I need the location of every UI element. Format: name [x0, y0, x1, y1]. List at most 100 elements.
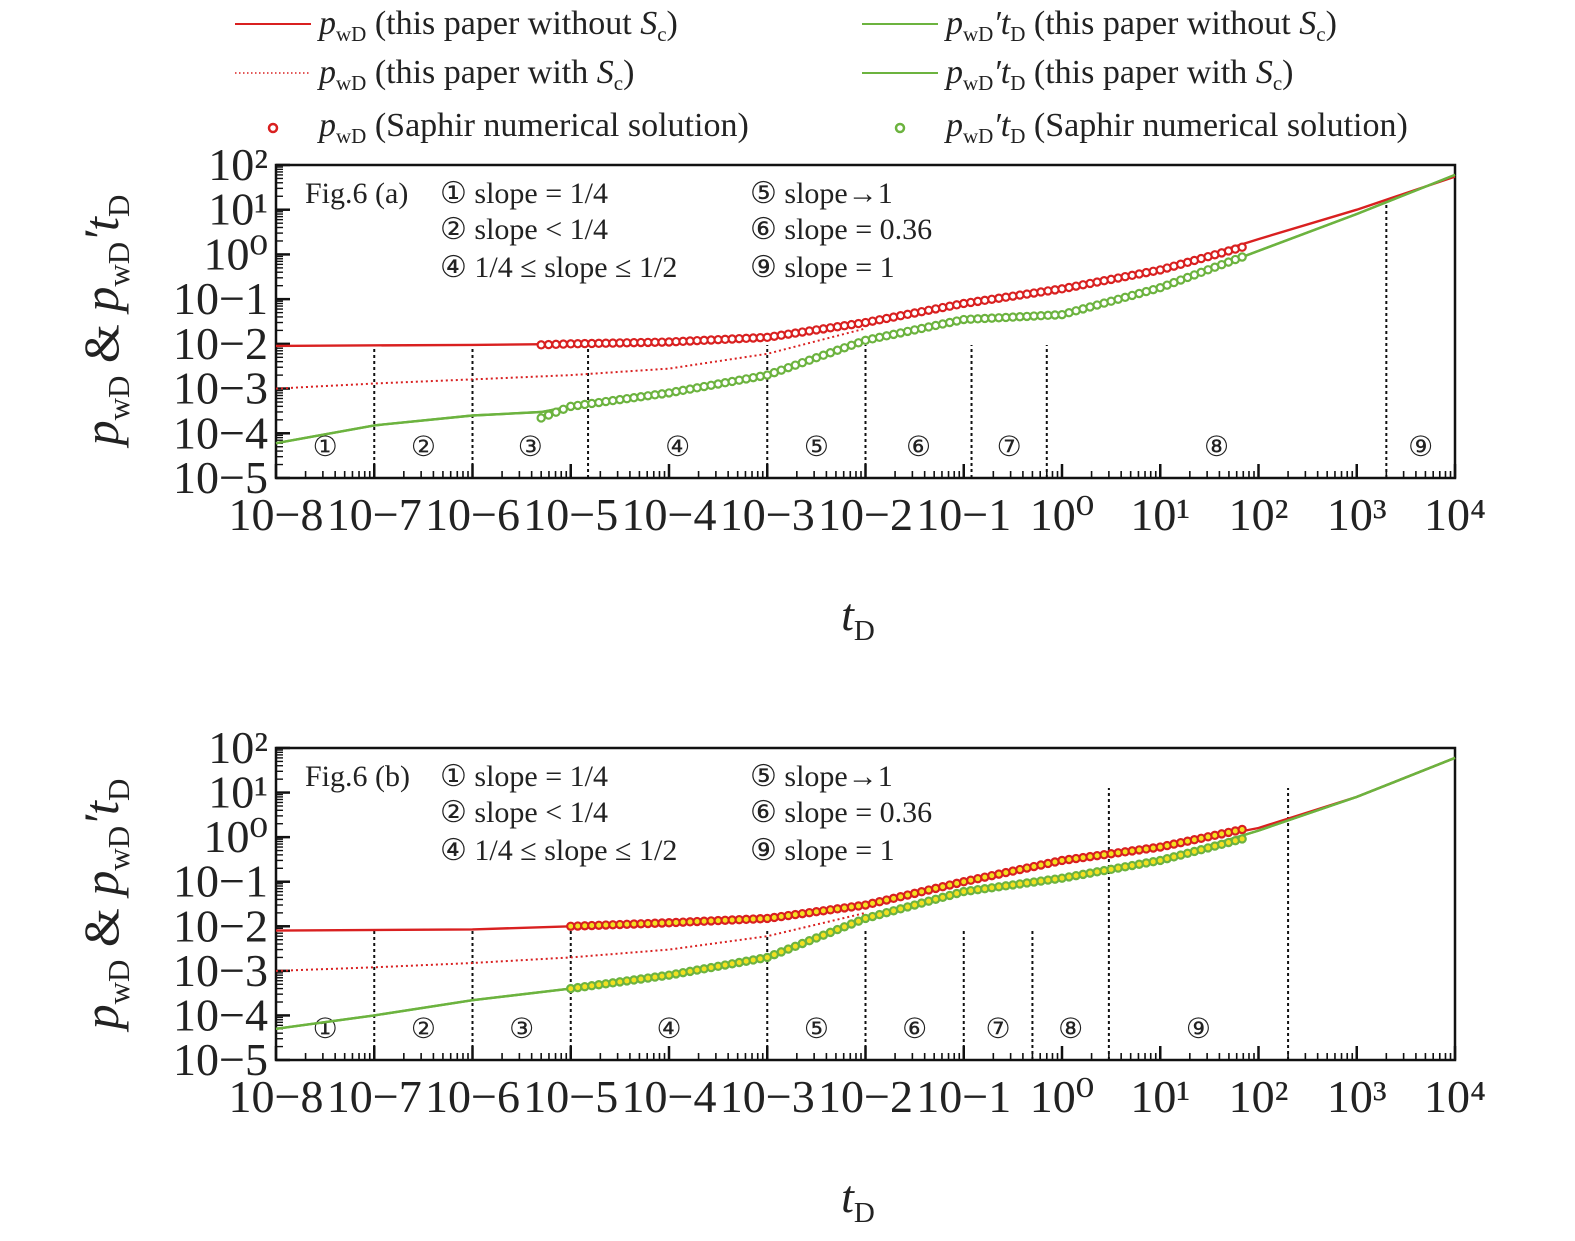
chart-panel-a: 10−8 10−7 10−6 10−5 10−4 10−3 10−2 10−1 10⁰ 10¹ 10…: [73, 139, 1486, 647]
legend-item: pwD (this paper with Sc): [235, 54, 634, 95]
x-tick-label: 10−5: [523, 489, 618, 540]
y-tick-label: 10²: [208, 139, 268, 190]
x-tick-label: 10⁴: [1424, 1071, 1486, 1122]
y-tick-label: 10−4: [173, 989, 268, 1040]
data-point: [1237, 834, 1247, 844]
x-tick-label: 10−4: [622, 489, 717, 540]
x-tick-label: 10−1: [916, 489, 1011, 540]
region-label: ⑤: [804, 1012, 829, 1045]
series-markers: [566, 824, 1247, 931]
y-tick-label: 10⁰: [204, 228, 268, 279]
region-label: ⑨: [1186, 1012, 1211, 1045]
panel-label: Fig.6 (b): [305, 760, 410, 793]
x-tick-label: 10−3: [720, 489, 815, 540]
slope-annotation: ④ 1/4 ≤ slope ≤ 1/2: [440, 251, 677, 284]
x-tick-label: 10⁰: [1030, 1071, 1094, 1122]
slope-annotation: ⑤ slope→1: [750, 760, 893, 793]
slope-annotation: ⑨ slope = 1: [750, 251, 895, 284]
region-label: ⑧: [1204, 430, 1229, 463]
y-tick-label: 10²: [208, 722, 268, 773]
x-tick-label: 10²: [1229, 489, 1289, 540]
legend-label: pwD′tD (Saphir numerical solution): [944, 107, 1408, 148]
x-tick-label: 10³: [1327, 1071, 1387, 1122]
data-point: [558, 404, 569, 414]
x-tick-label: 10−3: [720, 1071, 815, 1122]
y-tick-label: 10−4: [173, 407, 268, 458]
series-markers: [536, 242, 1247, 350]
region-label: ⑦: [997, 430, 1022, 463]
region-label: ⑤: [804, 430, 829, 463]
region-label: ①: [313, 1012, 338, 1045]
slope-annotation: ② slope < 1/4: [440, 796, 608, 829]
legend-item: pwD′tD (this paper with Sc): [862, 54, 1293, 95]
y-tick-label: 10−1: [173, 273, 268, 324]
y-tick-label: 10−1: [173, 856, 268, 907]
x-tick-label: 10¹: [1130, 489, 1190, 540]
region-label: ⑥: [906, 430, 931, 463]
region-label: ③: [509, 1012, 534, 1045]
slope-annotation: ⑤ slope→1: [750, 177, 893, 210]
x-tick-label: 10³: [1327, 489, 1387, 540]
x-axis-label: tD: [841, 1171, 875, 1229]
series-line: [275, 327, 866, 390]
y-tick-label: 10⁰: [204, 811, 268, 862]
region-label: ⑥: [902, 1012, 927, 1045]
series-line: [275, 911, 866, 972]
legend-label: pwD (Saphir numerical solution): [317, 107, 749, 148]
y-tick-label: 10−2: [173, 318, 268, 369]
y-tick-label: 10−5: [173, 1034, 268, 1085]
y-axis-label: pwD & pwD′tD: [73, 779, 136, 1033]
data-point: [536, 413, 546, 423]
x-tick-label: 10¹: [1130, 1071, 1190, 1122]
data-point: [1237, 242, 1247, 252]
x-tick-label: 10⁴: [1424, 489, 1486, 540]
x-tick-label: 10−2: [818, 489, 913, 540]
panel-label: Fig.6 (a): [305, 177, 408, 210]
x-tick-label: 10−2: [818, 1071, 913, 1122]
x-tick-label: 10−6: [425, 1071, 520, 1122]
data-point: [551, 407, 561, 417]
legend-label: pwD (this paper without Sc): [317, 5, 678, 46]
slope-annotation: ④ 1/4 ≤ slope ≤ 1/2: [440, 834, 677, 867]
y-tick-label: 10−3: [173, 945, 268, 996]
y-tick-label: 10−2: [173, 900, 268, 951]
legend-marker: [894, 122, 906, 134]
slope-annotation: ⑥ slope = 0.36: [750, 213, 932, 246]
slope-annotation: ① slope = 1/4: [440, 177, 608, 210]
region-label: ⑦: [986, 1012, 1011, 1045]
region-label: ⑧: [1058, 1012, 1083, 1045]
data-point: [536, 340, 546, 350]
slope-annotation: ⑥ slope = 0.36: [750, 796, 932, 829]
slope-annotation: ① slope = 1/4: [440, 760, 608, 793]
x-tick-label: 10²: [1229, 1071, 1289, 1122]
region-label: ③: [518, 430, 543, 463]
y-tick-label: 10¹: [208, 184, 268, 235]
y-axis-label: pwD & pwD′tD: [73, 195, 136, 449]
legend-label: pwD′tD (this paper without Sc): [944, 5, 1337, 46]
x-tick-label: 10−4: [622, 1071, 717, 1122]
x-tick-label: 10−1: [916, 1071, 1011, 1122]
series-markers: [566, 834, 1247, 994]
series-markers: [536, 252, 1247, 423]
x-tick-label: 10−7: [327, 1071, 422, 1122]
data-point: [558, 339, 569, 349]
x-tick-label: 10−6: [425, 489, 520, 540]
data-point: [543, 339, 554, 350]
legend-item: pwD (this paper without Sc): [235, 5, 678, 46]
region-label: ⑨: [1408, 430, 1433, 463]
x-tick-label: 10−7: [327, 489, 422, 540]
legend-item: pwD (Saphir numerical solution): [267, 107, 749, 148]
legend-label: pwD (this paper with Sc): [317, 54, 634, 95]
data-point: [1237, 824, 1247, 835]
slope-annotation: ② slope < 1/4: [440, 213, 608, 246]
legend-marker: [267, 122, 279, 134]
y-tick-label: 10−3: [173, 363, 268, 414]
data-point: [1237, 252, 1247, 262]
region-label: ④: [656, 1012, 681, 1045]
legend-item: pwD′tD (this paper without Sc): [862, 5, 1337, 46]
region-label: ②: [411, 1012, 436, 1045]
data-point: [551, 339, 561, 350]
slope-annotation: ⑨ slope = 1: [750, 834, 895, 867]
x-tick-label: 10⁰: [1030, 489, 1094, 540]
